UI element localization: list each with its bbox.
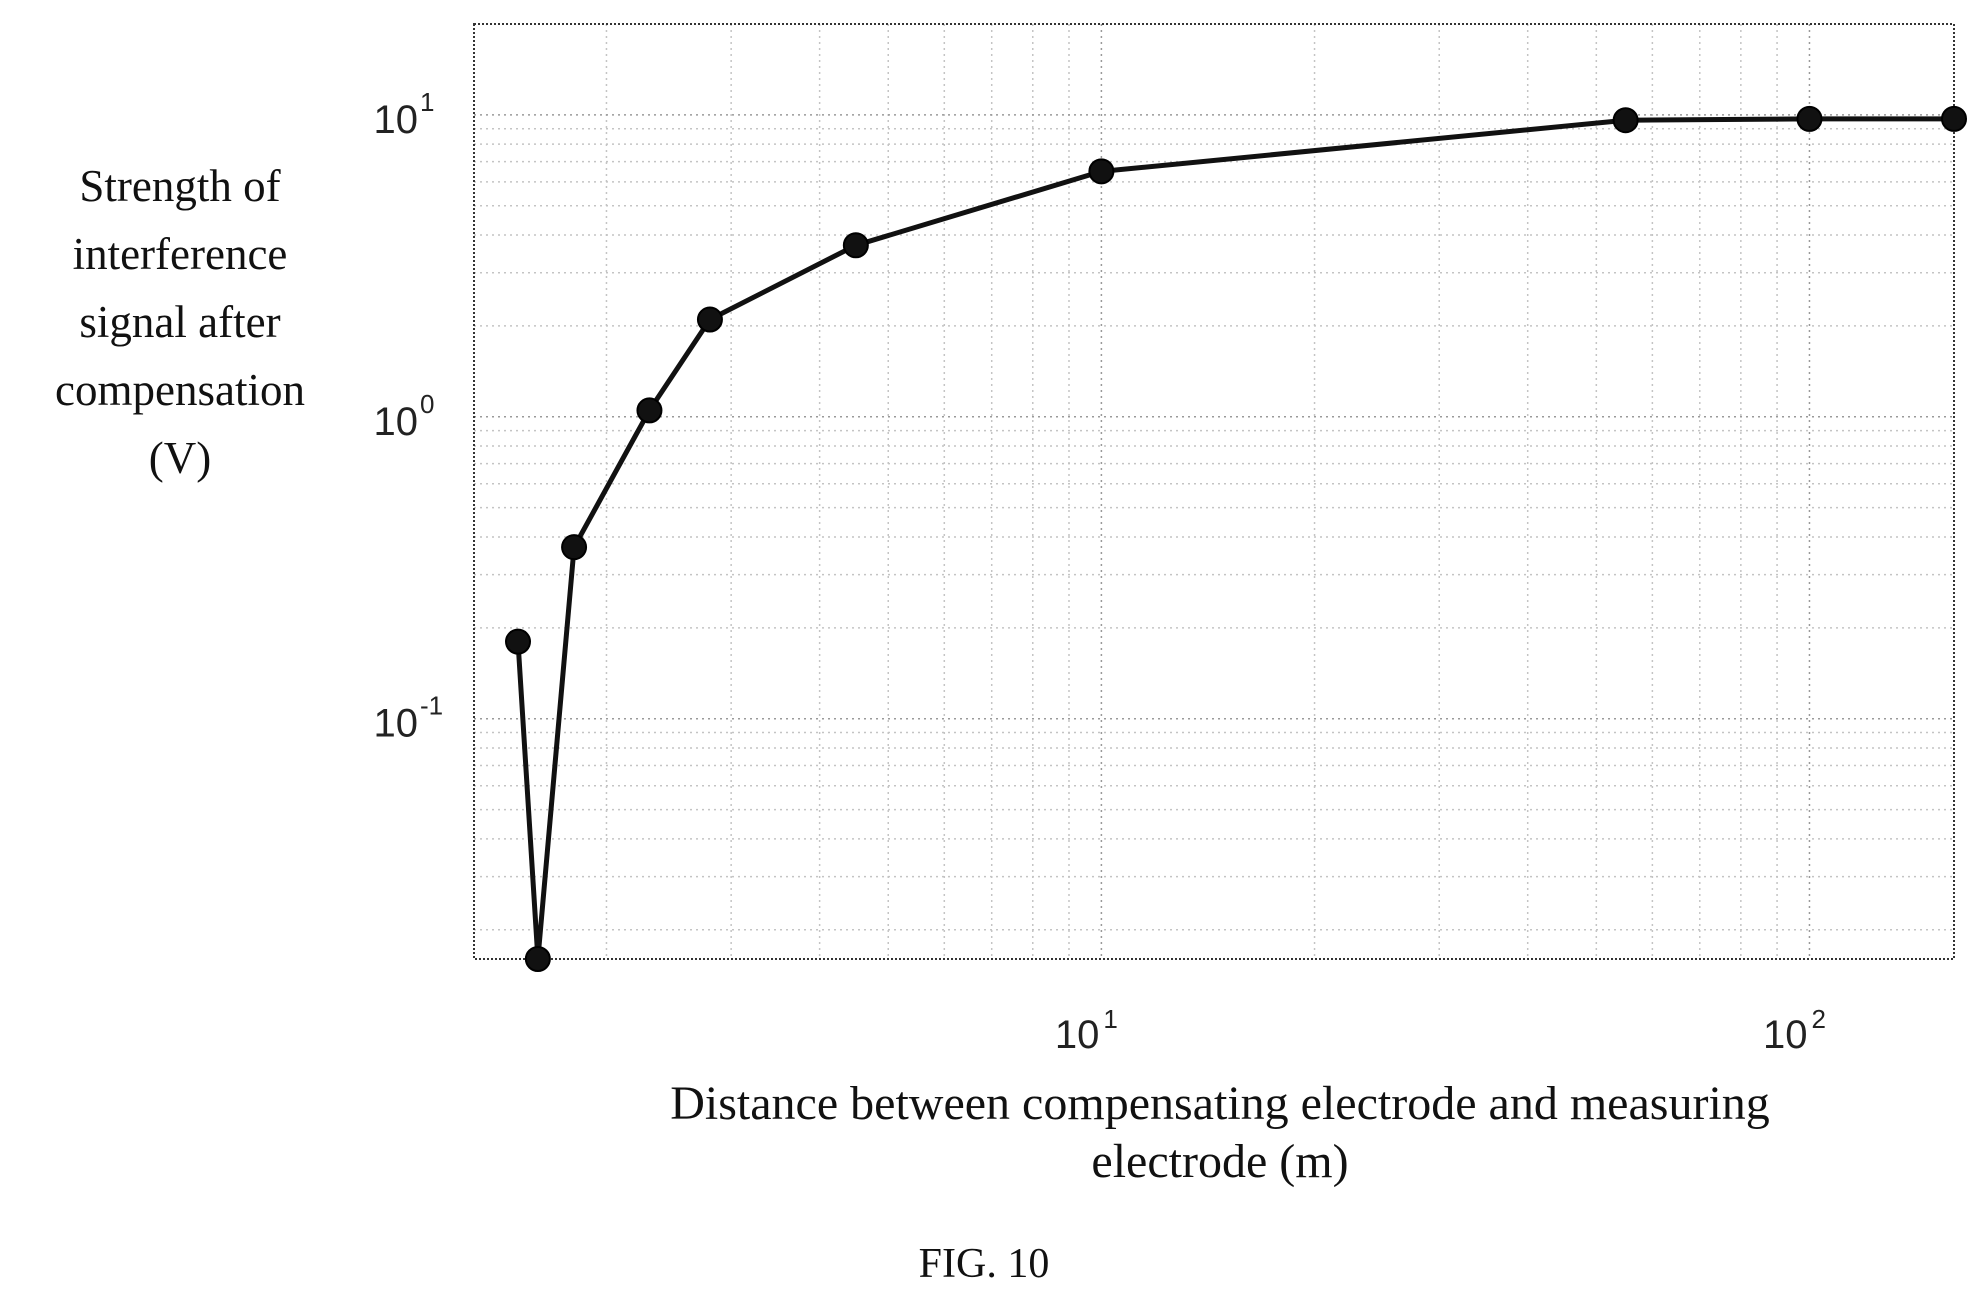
data-point (1941, 105, 1967, 132)
data-point (842, 232, 869, 259)
x-axis-label-line-2: electrode (m) (1091, 1135, 1349, 1188)
series-line (515, 116, 1954, 962)
x-axis-label: Distance between compensating electrode … (470, 1075, 1968, 1191)
x-tick-exponent: 2 (1811, 1004, 1825, 1034)
x-axis-label-line-1: Distance between compensating electrode … (670, 1077, 1770, 1130)
data-point (1796, 105, 1823, 132)
x-tick-label: 10 1 (1055, 1004, 1118, 1057)
y-axis-label: Strength of interference signal after co… (5, 152, 355, 492)
y-tick-exponent: 0 (420, 389, 434, 419)
x-tick-exponent: 1 (1103, 1004, 1117, 1034)
y-tick-exponent: 1 (420, 87, 434, 117)
y-axis-label-line-1: Strength of (79, 161, 281, 211)
data-point (696, 306, 723, 333)
y-tick-exponent: -1 (420, 691, 443, 721)
x-tick-base: 10 (1055, 1013, 1100, 1057)
y-axis-label-line-3: signal after (79, 297, 281, 347)
y-tick-base: 10 (374, 400, 419, 444)
y-axis-label-line-5: (V) (148, 433, 212, 483)
data-point (1612, 107, 1639, 134)
grid-lines (474, 24, 1954, 959)
y-tick-base: 10 (374, 702, 419, 746)
y-tick-base: 10 (374, 98, 419, 142)
figure-caption: FIG. 10 (918, 1241, 1050, 1287)
data-point (636, 397, 663, 424)
y-axis-label-line-4: compensation (55, 365, 305, 415)
plot-frame (473, 23, 1955, 960)
data-point (505, 628, 532, 655)
x-tick-label: 10 2 (1763, 1004, 1826, 1057)
y-tick-label: 10 -1 (374, 691, 444, 746)
tick-labels: 10 1 10 210 -110 010 1 (374, 87, 1826, 1057)
y-tick-label: 10 0 (374, 389, 435, 444)
data-point (1088, 158, 1115, 185)
data-point (524, 946, 551, 972)
data-point (561, 534, 588, 561)
y-tick-label: 10 1 (374, 87, 435, 142)
x-tick-base: 10 (1763, 1013, 1808, 1057)
series-markers (505, 105, 1967, 972)
y-axis-label-line-2: interference (72, 229, 288, 279)
